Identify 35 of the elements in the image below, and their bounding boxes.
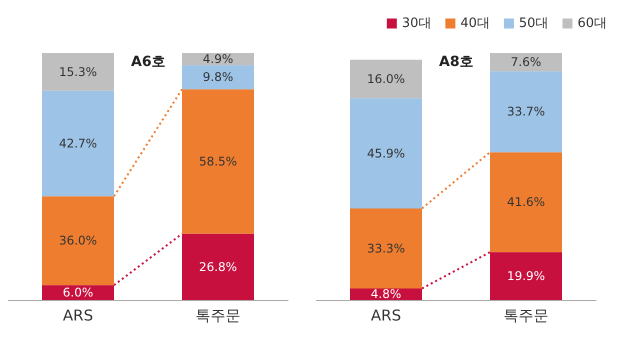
- legend-label: 50대: [518, 16, 548, 31]
- bar: [490, 53, 562, 72]
- data-label: 7.6%: [510, 55, 542, 70]
- bar: [42, 90, 114, 196]
- x-tick-label: ARS: [62, 306, 94, 324]
- bar: [182, 234, 254, 300]
- data-label: 33.7%: [506, 104, 546, 119]
- data-label: 58.5%: [198, 154, 238, 169]
- x-tick-label: 톡주문: [504, 306, 548, 324]
- legend-label: 60대: [577, 16, 608, 31]
- data-label: 16.0%: [366, 72, 406, 86]
- legend-label: 30대: [402, 16, 432, 31]
- data-label: 4.9%: [202, 52, 234, 66]
- data-label: 4.8%: [370, 287, 402, 302]
- bar: [42, 196, 114, 286]
- data-label: 42.7%: [58, 136, 98, 151]
- data-label: 9.8%: [202, 70, 234, 84]
- data-label: 41.6%: [506, 195, 546, 210]
- data-label: 6.0%: [62, 286, 94, 300]
- chart-title: A8호: [439, 54, 474, 70]
- bar: [182, 65, 254, 90]
- data-label: 36.0%: [58, 234, 98, 248]
- data-label: 26.8%: [198, 260, 238, 274]
- bar: [490, 71, 562, 152]
- data-label: 19.9%: [506, 269, 546, 284]
- bar: [42, 53, 114, 91]
- legend-label: 40대: [460, 16, 490, 31]
- x-tick-label: ARS: [370, 306, 402, 324]
- bar: [350, 98, 422, 208]
- chart-title: A6호: [131, 54, 166, 70]
- x-tick-label: 톡주문: [196, 306, 240, 324]
- data-label: 15.3%: [58, 64, 98, 79]
- bar: [350, 60, 422, 98]
- data-label: 33.3%: [366, 241, 406, 256]
- data-label: 45.9%: [366, 146, 406, 160]
